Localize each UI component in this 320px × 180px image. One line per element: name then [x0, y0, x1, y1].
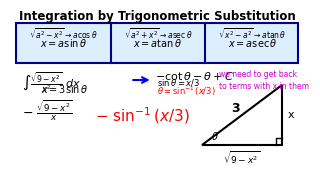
Polygon shape	[202, 85, 282, 145]
Text: $-\cot\theta - \theta + C$: $-\cot\theta - \theta + C$	[155, 70, 234, 82]
Text: $x = a\sin\theta$: $x = a\sin\theta$	[40, 37, 87, 49]
Text: $\int \frac{\sqrt{9-x^2}}{x^2}\ dx$: $\int \frac{\sqrt{9-x^2}}{x^2}\ dx$	[21, 70, 80, 95]
Text: $\sqrt{x^2-a^2} \rightarrow a\tan\theta$: $\sqrt{x^2-a^2} \rightarrow a\tan\theta$	[218, 27, 287, 42]
Text: we need to get back
to terms with x in them: we need to get back to terms with x in t…	[220, 70, 309, 91]
Text: $\sqrt{a^2-x^2} \rightarrow a\cos\theta$: $\sqrt{a^2-x^2} \rightarrow a\cos\theta$	[29, 27, 98, 42]
Text: x: x	[287, 110, 294, 120]
Text: $-\ \frac{\sqrt{9-x^2}}{x}$: $-\ \frac{\sqrt{9-x^2}}{x}$	[21, 98, 72, 123]
Text: $\theta = \sin^{-1}(x/3)$: $\theta = \sin^{-1}(x/3)$	[157, 85, 216, 98]
Text: $\sin\theta = x/3$: $\sin\theta = x/3$	[157, 77, 200, 88]
Text: $x = a\sec\theta$: $x = a\sec\theta$	[228, 37, 277, 49]
FancyBboxPatch shape	[16, 23, 298, 63]
Text: 3: 3	[231, 102, 240, 114]
Text: $x = 3\sin\theta$: $x = 3\sin\theta$	[41, 83, 89, 95]
Text: $\sqrt{9-x^2}$: $\sqrt{9-x^2}$	[223, 150, 260, 167]
Text: $x = a\tan\theta$: $x = a\tan\theta$	[133, 37, 183, 49]
Text: $-\ \sin^{-1}(x/3)$: $-\ \sin^{-1}(x/3)$	[95, 105, 189, 126]
Text: Integration by Trigonometric Substitution: Integration by Trigonometric Substitutio…	[19, 10, 295, 23]
Text: $\theta$: $\theta$	[211, 130, 218, 142]
Text: $\sqrt{a^2+x^2} \rightarrow a\sec\theta$: $\sqrt{a^2+x^2} \rightarrow a\sec\theta$	[124, 27, 192, 42]
